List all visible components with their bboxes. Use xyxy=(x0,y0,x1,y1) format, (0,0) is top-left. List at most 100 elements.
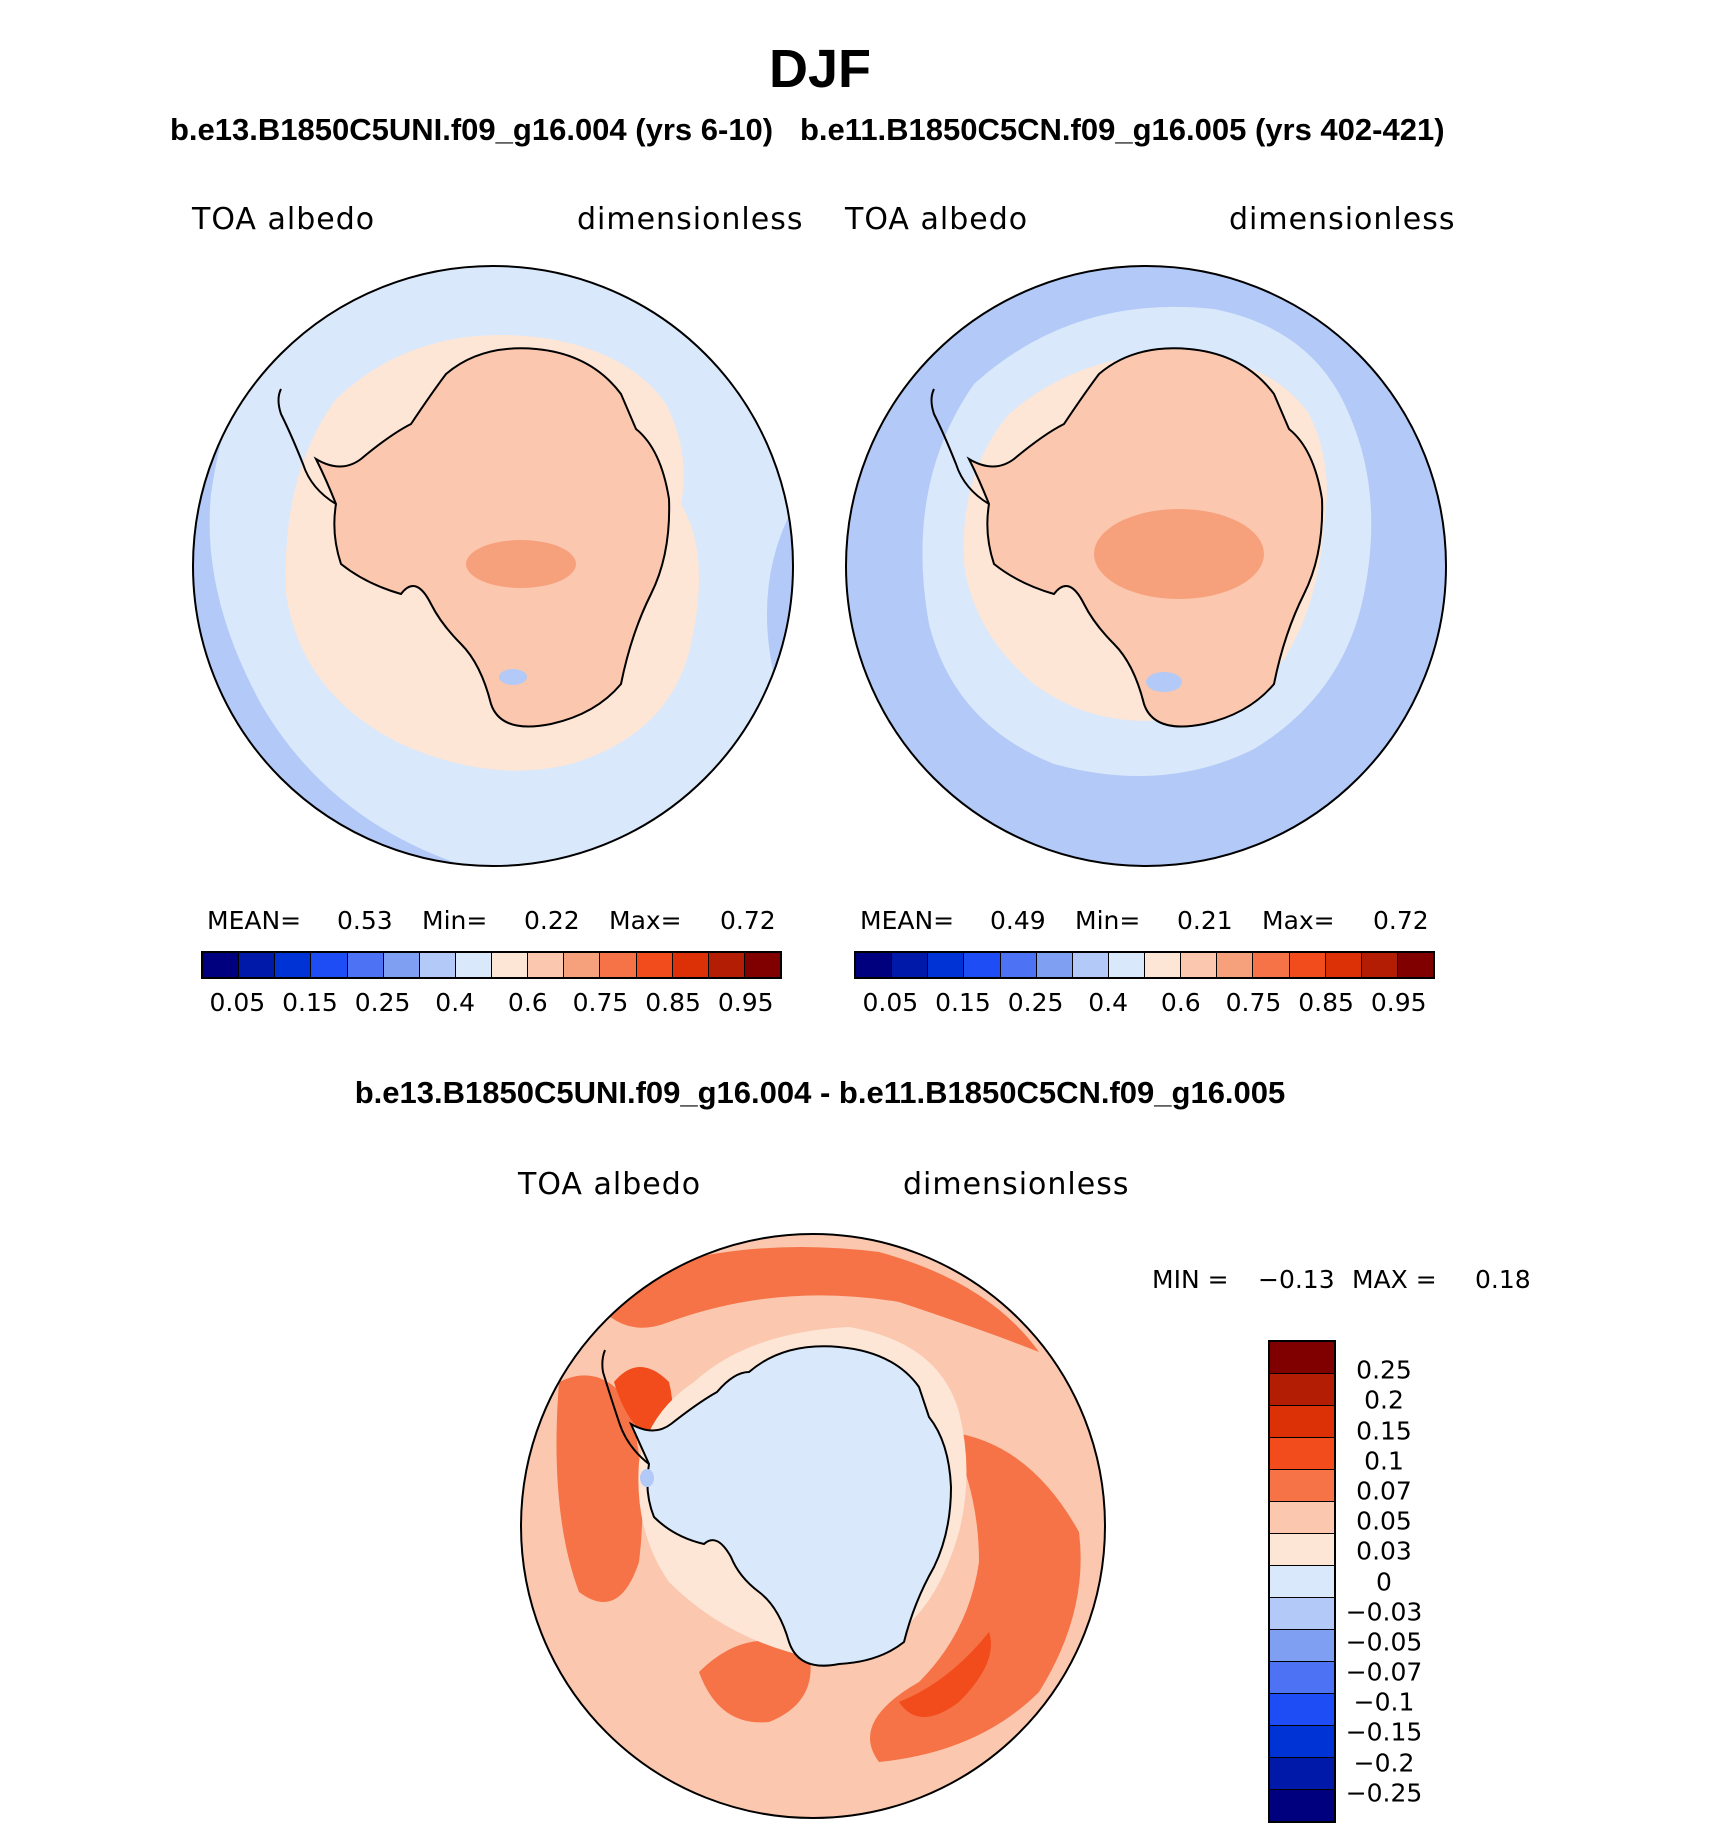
colorbar-tick-label: 0.15 xyxy=(1356,1416,1412,1446)
left-mean-value: 0.53 xyxy=(337,906,393,935)
right-peninsula xyxy=(930,388,990,505)
colorbar-swatch xyxy=(1325,953,1362,977)
colorbar-swatch xyxy=(1270,1694,1334,1726)
left-mean-label: MEAN= xyxy=(207,906,302,935)
colorbar-swatch xyxy=(672,953,709,977)
colorbar-tick-label: −0.25 xyxy=(1345,1778,1423,1808)
left-units-label: dimensionless xyxy=(577,202,804,237)
colorbar-swatch xyxy=(1397,953,1433,977)
colorbar-swatch xyxy=(600,953,637,977)
colorbar-tick-label: 0.05 xyxy=(209,988,266,1017)
colorbar-swatch xyxy=(1270,1374,1334,1406)
colorbar-swatch xyxy=(383,953,420,977)
colorbar-swatch xyxy=(1270,1726,1334,1758)
right-blue-patch xyxy=(1146,672,1182,692)
colorbar-swatch xyxy=(347,953,384,977)
left-max-value: 0.72 xyxy=(720,906,776,935)
colorbar-swatch xyxy=(203,953,240,977)
colorbar-swatch xyxy=(239,953,276,977)
colorbar-tick-label: 0.03 xyxy=(1356,1536,1412,1566)
colorbar-swatch xyxy=(928,953,965,977)
diff-max-value: 0.18 xyxy=(1475,1265,1531,1294)
colorbar-swatch xyxy=(1270,1470,1334,1502)
diff-continent-fill xyxy=(628,1345,953,1667)
colorbar-swatch xyxy=(564,953,601,977)
colorbar-tick-label: 0.15 xyxy=(282,988,338,1017)
colorbar-tick-label: 0.2 xyxy=(1364,1385,1404,1415)
colorbar-swatch xyxy=(1270,1534,1334,1566)
diff-orange-west xyxy=(556,1375,643,1602)
colorbar-swatch xyxy=(1270,1566,1334,1598)
colorbar-tick-label: 0.07 xyxy=(1356,1476,1412,1506)
colorbar-swatch xyxy=(964,953,1001,977)
left-max-label: Max= xyxy=(609,906,682,935)
colorbar-swatch xyxy=(1108,953,1145,977)
colorbar-tick-label: 0 xyxy=(1376,1567,1392,1596)
diff-colorbar-ticks: 0.25 0.2 0.15 0.1 0.07 0.05 0.03 0 −0.03 −0.05 −0.… xyxy=(1340,1340,1440,1823)
left-interior-high xyxy=(466,540,576,588)
colorbar-swatch xyxy=(528,953,565,977)
colorbar-swatch xyxy=(1270,1662,1334,1694)
colorbar-tick-label: 0.05 xyxy=(1356,1506,1412,1536)
left-case-title: b.e13.B1850C5UNI.f09_g16.004 (yrs 6-10) xyxy=(170,112,774,147)
left-peninsula xyxy=(277,388,337,505)
right-polar-map xyxy=(845,265,1447,867)
colorbar-tick-label: −0.07 xyxy=(1345,1657,1423,1687)
colorbar-tick-label: 0.85 xyxy=(1298,988,1354,1017)
colorbar-tick-label: −0.15 xyxy=(1345,1717,1423,1747)
colorbar-swatch xyxy=(1361,953,1398,977)
colorbar-swatch xyxy=(636,953,673,977)
diff-orange-south xyxy=(699,1640,811,1723)
colorbar-tick-label: 0.1 xyxy=(1364,1446,1404,1476)
diff-case-title: b.e13.B1850C5UNI.f09_g16.004 - b.e11.B18… xyxy=(354,1075,1286,1110)
colorbar-swatch xyxy=(1270,1598,1334,1630)
left-ocean-blue-band xyxy=(193,266,471,866)
colorbar-tick-label: 0.4 xyxy=(435,988,476,1017)
diff-orange-north xyxy=(589,1247,1039,1352)
left-variable-label: TOA albedo xyxy=(192,202,376,237)
right-case-title: b.e11.B1850C5CN.f09_g16.005 (yrs 402-421… xyxy=(800,112,1445,147)
right-mean-value: 0.49 xyxy=(990,906,1046,935)
colorbar-swatch xyxy=(744,953,780,977)
left-continent-fill xyxy=(313,347,671,728)
colorbar-swatch xyxy=(1072,953,1109,977)
colorbar-swatch xyxy=(1270,1758,1334,1790)
colorbar-swatch xyxy=(856,953,893,977)
right-max-label: Max= xyxy=(1262,906,1335,935)
right-min-value: 0.21 xyxy=(1177,906,1233,935)
colorbar-tick-label: 0.25 xyxy=(1007,988,1064,1017)
colorbar-swatch xyxy=(892,953,929,977)
right-variable-label: TOA albedo xyxy=(845,202,1029,237)
colorbar-swatch xyxy=(492,953,529,977)
right-colorbar-ticks: 0.05 0.15 0.25 0.4 0.6 0.75 0.85 0.95 xyxy=(854,988,1435,1018)
diff-units-label: dimensionless xyxy=(903,1167,1130,1202)
right-units-label: dimensionless xyxy=(1229,202,1456,237)
colorbar-tick-label: −0.03 xyxy=(1345,1597,1423,1627)
colorbar-tick-label: −0.2 xyxy=(1353,1748,1415,1778)
colorbar-swatch xyxy=(275,953,312,977)
colorbar-swatch xyxy=(1000,953,1037,977)
colorbar-swatch xyxy=(1036,953,1073,977)
diff-red-east xyxy=(899,1632,991,1717)
colorbar-tick-label: 0.75 xyxy=(572,988,629,1017)
colorbar-swatch xyxy=(1289,953,1326,977)
colorbar-tick-label: 0.75 xyxy=(1225,988,1282,1017)
colorbar-tick-label: 0.95 xyxy=(717,988,774,1017)
colorbar-tick-label: 0.4 xyxy=(1088,988,1129,1017)
diff-polar-map xyxy=(520,1233,1106,1819)
left-min-value: 0.22 xyxy=(524,906,580,935)
left-min-label: Min= xyxy=(422,906,488,935)
colorbar-tick-label: 0.95 xyxy=(1370,988,1427,1017)
colorbar-swatch xyxy=(1217,953,1254,977)
colorbar-swatch xyxy=(1145,953,1182,977)
diff-min-value: −0.13 xyxy=(1258,1265,1335,1294)
colorbar-swatch xyxy=(1270,1790,1334,1821)
right-interior-high xyxy=(1094,509,1264,599)
figure-title: DJF xyxy=(768,39,871,99)
colorbar-tick-label: 0.85 xyxy=(645,988,701,1017)
colorbar-swatch xyxy=(419,953,456,977)
colorbar-tick-label: 0.6 xyxy=(1160,988,1201,1017)
colorbar-tick-label: 0.25 xyxy=(354,988,411,1017)
left-colorbar xyxy=(201,951,782,979)
colorbar-tick-label: −0.05 xyxy=(1345,1627,1423,1657)
